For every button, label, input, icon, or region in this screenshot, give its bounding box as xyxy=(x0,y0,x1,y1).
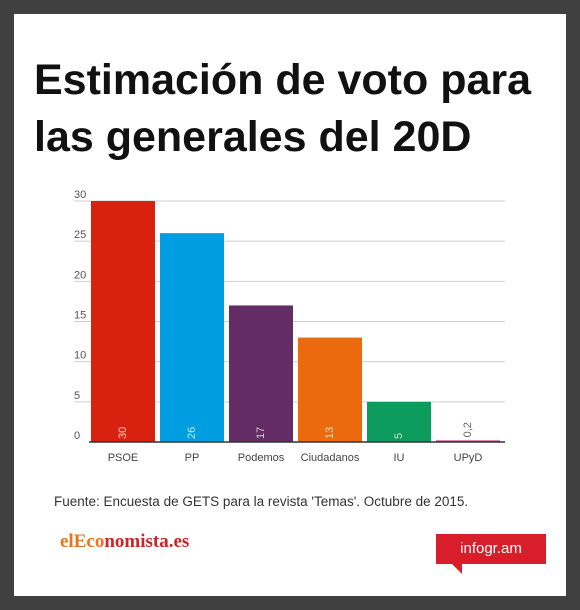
chart-title: Estimación de voto para las generales de… xyxy=(34,56,532,161)
badge-tail xyxy=(452,564,462,574)
bar-value-label: 13 xyxy=(324,427,336,439)
infogram-badge[interactable]: infogr.am xyxy=(436,534,546,564)
x-tick-label: PSOE xyxy=(108,452,139,464)
logo-part-2: nomista.es xyxy=(104,531,190,552)
y-tick-label: 5 xyxy=(74,390,80,402)
x-tick-label: IU xyxy=(394,452,405,464)
bar-value-label: 5 xyxy=(393,433,405,439)
eleconomista-logo[interactable]: elEconomista.es xyxy=(60,531,189,553)
bar xyxy=(160,233,224,442)
bar xyxy=(229,305,293,442)
y-tick-label: 10 xyxy=(74,350,86,362)
y-tick-label: 30 xyxy=(74,189,86,201)
bar-value-label: 17 xyxy=(255,427,267,439)
y-tick-label: 20 xyxy=(74,269,86,281)
y-tick-label: 25 xyxy=(74,229,86,241)
y-tick-label: 0 xyxy=(74,430,80,442)
chart-card: Estimación de voto para las generales de… xyxy=(14,14,566,596)
x-tick-label: Ciudadanos xyxy=(301,452,360,464)
bar-value-label: 26 xyxy=(186,427,198,439)
bar-value-label: 30 xyxy=(117,427,129,439)
bar xyxy=(91,201,155,442)
x-tick-label: PP xyxy=(185,452,200,464)
bar xyxy=(298,337,362,442)
bar-value-label: 0,2 xyxy=(462,422,474,437)
bar-chart: 0 5 10 15 20 25 30 30 PSOE 26 PP 17 Podemos 13 Ciudada… xyxy=(74,189,505,464)
x-tick-label: UPyD xyxy=(454,452,483,464)
infogram-label: infogr.am xyxy=(460,540,522,557)
x-tick-label: Podemos xyxy=(238,452,285,464)
bar xyxy=(367,401,431,442)
source-note: Fuente: Encuesta de GETS para la revista… xyxy=(54,494,469,509)
logo-part-1: elEco xyxy=(60,531,105,552)
y-tick-label: 15 xyxy=(74,310,86,322)
